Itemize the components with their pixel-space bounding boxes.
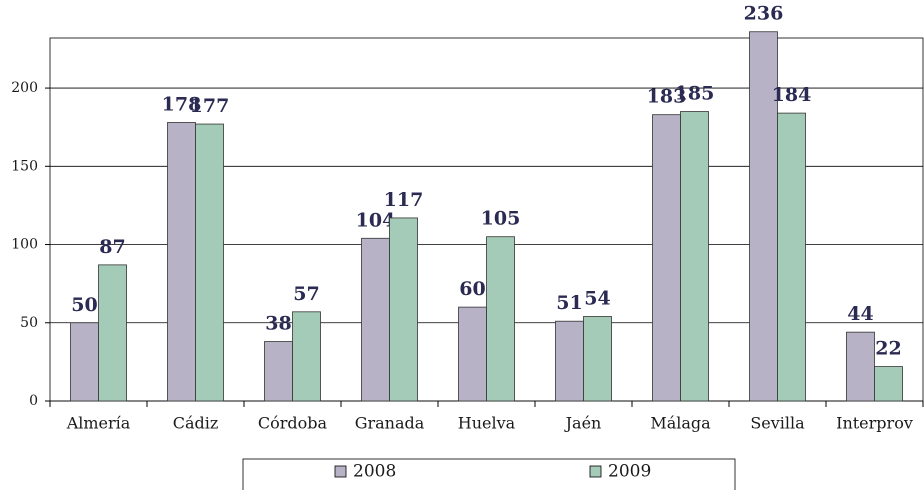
bar <box>98 264 127 402</box>
bar <box>292 311 321 402</box>
bar <box>680 111 709 402</box>
bar <box>846 331 875 402</box>
x-tick-label: Huelva <box>458 414 516 433</box>
data-label: 104 <box>356 209 396 231</box>
data-label: 117 <box>384 189 424 211</box>
x-tick-label: Granada <box>355 414 425 433</box>
legend-box <box>242 458 736 494</box>
data-label: 87 <box>99 236 125 258</box>
data-label: 105 <box>481 208 521 230</box>
data-label: 50 <box>71 294 97 316</box>
data-label: 44 <box>847 303 873 325</box>
bar <box>70 322 99 402</box>
x-tick-label: Almería <box>66 414 131 433</box>
data-label: 183 <box>647 86 687 108</box>
data-label: 60 <box>459 278 485 300</box>
bar <box>652 114 681 402</box>
bar <box>389 217 418 402</box>
bar <box>555 320 584 402</box>
x-tick-label: Sevilla <box>750 414 805 433</box>
data-label: 177 <box>190 95 230 117</box>
y-tick-label: 50 <box>20 315 38 331</box>
legend-label: 2008 <box>353 462 396 482</box>
bar <box>458 306 487 402</box>
bar <box>264 341 293 402</box>
bar <box>777 112 806 402</box>
x-tick-label: Interprov <box>836 414 913 433</box>
y-tick-label: 0 <box>29 393 38 409</box>
x-tick-label: Córdoba <box>258 414 328 433</box>
x-tick-label: Málaga <box>650 414 711 433</box>
data-label: 51 <box>556 292 582 314</box>
bar <box>167 122 196 402</box>
data-label: 22 <box>875 338 901 360</box>
x-tick-label: Jaén <box>564 414 602 433</box>
bar <box>361 237 390 402</box>
data-label: 57 <box>293 283 319 305</box>
legend-swatch <box>334 465 347 478</box>
bar <box>583 316 612 402</box>
data-label: 236 <box>744 3 784 25</box>
bar <box>486 236 515 402</box>
bar <box>874 366 903 402</box>
data-label: 184 <box>772 84 812 106</box>
data-label: 178 <box>162 93 202 115</box>
legend-swatch <box>589 465 602 478</box>
bar <box>195 123 224 402</box>
y-tick-label: 100 <box>11 237 38 253</box>
y-tick-label: 200 <box>11 80 38 96</box>
data-label: 185 <box>675 83 715 105</box>
data-label: 54 <box>584 288 610 310</box>
legend-label: 2009 <box>608 462 651 482</box>
y-tick-label: 150 <box>11 158 38 174</box>
x-tick-label: Cádiz <box>173 414 219 433</box>
data-label: 38 <box>265 313 291 335</box>
bar <box>749 31 778 402</box>
